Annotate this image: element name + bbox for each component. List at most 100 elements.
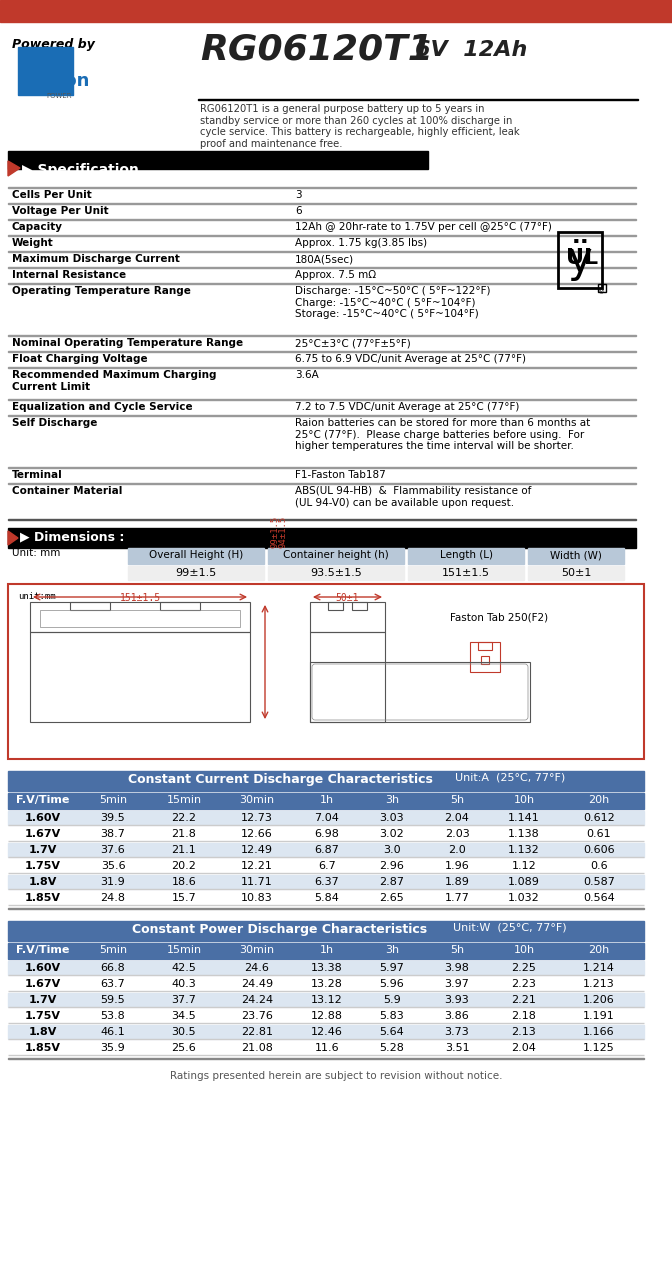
Text: 151±1.5: 151±1.5: [442, 568, 490, 579]
Text: 22.81: 22.81: [241, 1027, 273, 1037]
Text: 40.3: 40.3: [171, 979, 196, 989]
Text: 12.88: 12.88: [311, 1011, 343, 1021]
Text: 53.8: 53.8: [101, 1011, 126, 1021]
Text: 63.7: 63.7: [101, 979, 126, 989]
Text: 50±1: 50±1: [335, 593, 359, 603]
Bar: [8, 151, 428, 169]
Text: Raion batteries can be stored for more than 6 months at
25°C (77°F).  Please cha: Raion batteries can be stored for more t…: [295, 419, 590, 452]
Text: 2.65: 2.65: [380, 893, 405, 902]
Text: 5min: 5min: [99, 795, 127, 805]
Text: 2.0: 2.0: [448, 845, 466, 855]
Text: 30min: 30min: [239, 945, 275, 955]
Bar: [8, 891, 644, 905]
Bar: [30, 632, 250, 722]
Text: Unit: mm: Unit: mm: [12, 548, 60, 558]
Text: F1-Faston Tab187: F1-Faston Tab187: [295, 470, 386, 480]
Text: 7.04: 7.04: [314, 813, 339, 823]
Text: 0.612: 0.612: [583, 813, 615, 823]
Text: 39.5: 39.5: [101, 813, 126, 823]
Text: 1.75V: 1.75V: [25, 861, 61, 870]
Bar: [598, 284, 606, 292]
Text: 59.5: 59.5: [101, 995, 126, 1005]
Text: 1.60V: 1.60V: [25, 963, 61, 973]
Text: 1.7V: 1.7V: [29, 845, 57, 855]
Text: ▶ Specification: ▶ Specification: [22, 163, 139, 177]
Text: 30min: 30min: [239, 795, 275, 805]
Text: 5.9: 5.9: [383, 995, 401, 1005]
Bar: [8, 922, 644, 941]
Text: 15min: 15min: [167, 945, 202, 955]
Text: 0.564: 0.564: [583, 893, 615, 902]
Text: 151±1.5: 151±1.5: [120, 593, 161, 603]
Text: ®: ®: [599, 289, 605, 294]
Text: 5min: 5min: [99, 945, 127, 955]
Bar: [8, 1009, 644, 1023]
Text: Width (W): Width (W): [550, 550, 602, 561]
Text: 24.24: 24.24: [241, 995, 273, 1005]
Bar: [8, 827, 644, 841]
Text: 1.7V: 1.7V: [29, 995, 57, 1005]
Text: POWER: POWER: [46, 93, 71, 99]
Text: 2.87: 2.87: [380, 877, 405, 887]
Text: 10h: 10h: [513, 795, 534, 805]
Text: 5.28: 5.28: [380, 1043, 405, 1053]
Bar: [478, 643, 492, 650]
Text: Approx. 7.5 mΩ: Approx. 7.5 mΩ: [295, 270, 376, 280]
Text: 11.71: 11.71: [241, 877, 273, 887]
Bar: [528, 566, 624, 580]
Text: ▶ Dimensions :: ▶ Dimensions :: [20, 530, 124, 543]
Text: 12.73: 12.73: [241, 813, 273, 823]
Text: Self Discharge: Self Discharge: [12, 419, 97, 428]
Text: UL: UL: [566, 248, 598, 268]
Text: 20h: 20h: [589, 945, 610, 955]
Bar: [8, 876, 644, 890]
Text: 1.032: 1.032: [508, 893, 540, 902]
Text: 5.96: 5.96: [380, 979, 405, 989]
Text: Discharge: -15°C~50°C ( 5°F~122°F)
Charge: -15°C~40°C ( 5°F~104°F)
Storage: -15°: Discharge: -15°C~50°C ( 5°F~122°F) Charg…: [295, 285, 491, 319]
Text: 3.02: 3.02: [380, 829, 405, 838]
Text: 6.37: 6.37: [314, 877, 339, 887]
Text: Terminal: Terminal: [12, 470, 62, 480]
Text: 30.5: 30.5: [171, 1027, 196, 1037]
Text: 5.84: 5.84: [314, 893, 339, 902]
Bar: [8, 584, 644, 759]
Bar: [18, 47, 73, 95]
Text: 35.9: 35.9: [101, 1043, 126, 1053]
Text: Float Charging Voltage: Float Charging Voltage: [12, 355, 148, 364]
Text: 1.213: 1.213: [583, 979, 615, 989]
Text: Cells Per Unit: Cells Per Unit: [12, 189, 92, 200]
Bar: [8, 844, 644, 858]
Text: 42.5: 42.5: [171, 963, 196, 973]
Text: 12Ah @ 20hr-rate to 1.75V per cell @25°C (77°F): 12Ah @ 20hr-rate to 1.75V per cell @25°C…: [295, 221, 552, 232]
Text: 6.7: 6.7: [318, 861, 336, 870]
Polygon shape: [8, 531, 18, 545]
Text: 3h: 3h: [385, 945, 399, 955]
Text: Approx. 1.75 kg(3.85 lbs): Approx. 1.75 kg(3.85 lbs): [295, 238, 427, 248]
Text: 24.8: 24.8: [101, 893, 126, 902]
Text: 99±1.5: 99±1.5: [271, 516, 280, 548]
Text: 2.96: 2.96: [380, 861, 405, 870]
Text: Constant Current Discharge Characteristics: Constant Current Discharge Characteristi…: [128, 773, 433, 786]
Text: 3.51: 3.51: [445, 1043, 469, 1053]
Text: 6.75 to 6.9 VDC/unit Average at 25°C (77°F): 6.75 to 6.9 VDC/unit Average at 25°C (77…: [295, 355, 526, 364]
Text: Raion: Raion: [20, 72, 89, 90]
Text: RG06120T1 is a general purpose battery up to 5 years in
standby service or more : RG06120T1 is a general purpose battery u…: [200, 104, 519, 148]
Text: 10.83: 10.83: [241, 893, 273, 902]
Text: Overall Height (H): Overall Height (H): [149, 550, 243, 561]
Text: 2.25: 2.25: [511, 963, 536, 973]
Text: Powered by: Powered by: [12, 38, 95, 51]
Bar: [310, 662, 530, 722]
Text: 1.12: 1.12: [511, 861, 536, 870]
Text: 2.21: 2.21: [511, 995, 536, 1005]
Text: 1.85V: 1.85V: [25, 1043, 61, 1053]
Text: 12.46: 12.46: [311, 1027, 343, 1037]
Bar: [408, 548, 524, 564]
Text: 50±1: 50±1: [561, 568, 591, 579]
Bar: [128, 566, 264, 580]
Text: 2.23: 2.23: [511, 979, 536, 989]
Text: 6: 6: [295, 206, 302, 216]
Text: Faston Tab 250(F2): Faston Tab 250(F2): [450, 612, 548, 622]
Text: 24.6: 24.6: [245, 963, 269, 973]
Text: 0.61: 0.61: [587, 829, 612, 838]
Text: 2.13: 2.13: [511, 1027, 536, 1037]
